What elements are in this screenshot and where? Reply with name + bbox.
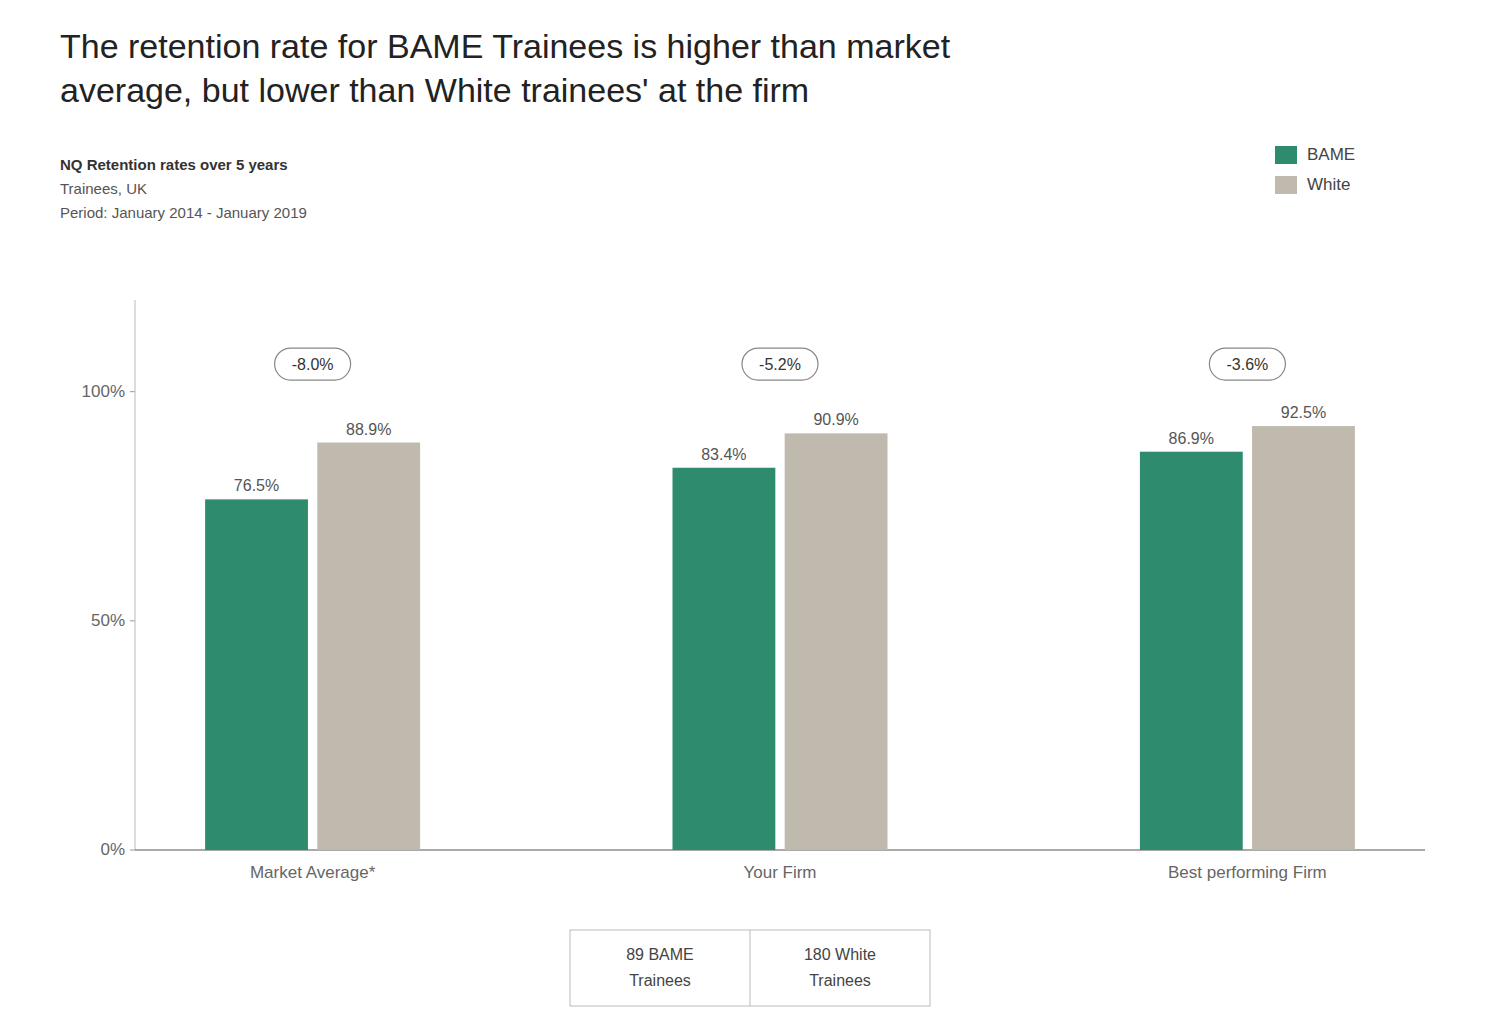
bar bbox=[317, 443, 420, 850]
legend-swatch bbox=[1275, 146, 1297, 164]
data-label: 83.4% bbox=[701, 446, 746, 463]
legend-label: BAME bbox=[1307, 145, 1355, 164]
x-tick-label: Market Average* bbox=[250, 863, 376, 882]
bar bbox=[785, 433, 888, 850]
legend-label: White bbox=[1307, 175, 1350, 194]
legend-swatch bbox=[1275, 176, 1297, 194]
background bbox=[0, 0, 1500, 1031]
y-tick-label: 100% bbox=[82, 382, 125, 401]
gap-label: -3.6% bbox=[1226, 356, 1268, 373]
gap-pill bbox=[742, 348, 818, 380]
subtitle: Period: January 2014 - January 2019 bbox=[60, 204, 307, 221]
gap-pill bbox=[1209, 348, 1285, 380]
chart: The retention rate for BAME Trainees is … bbox=[0, 0, 1500, 1031]
title: average, but lower than White trainees' … bbox=[60, 71, 809, 109]
footer-text: Trainees bbox=[629, 972, 691, 989]
footer-divider bbox=[750, 930, 751, 1006]
bar bbox=[673, 468, 776, 850]
data-labels: 76.5% 83.4% 86.9% 88.9% 90.9% 92.5% bbox=[234, 404, 1326, 494]
gap-annotations: -8.0% -5.2% -3.6% bbox=[275, 348, 1286, 380]
subtitle: Trainees, UK bbox=[60, 180, 147, 197]
y-tick bbox=[130, 850, 135, 851]
data-label: 86.9% bbox=[1169, 430, 1214, 447]
subtitle: NQ Retention rates over 5 years bbox=[60, 156, 288, 173]
footer-box bbox=[570, 930, 930, 1006]
data-label: 90.9% bbox=[813, 411, 858, 428]
legend: BAME White bbox=[1275, 145, 1355, 194]
data-label: 92.5% bbox=[1281, 404, 1326, 421]
x-tick-label: Best performing Firm bbox=[1168, 863, 1327, 882]
footer-text: 89 BAME bbox=[626, 946, 694, 963]
data-label: 88.9% bbox=[346, 421, 391, 438]
x-tick-label: Your Firm bbox=[743, 863, 816, 882]
bar bbox=[1252, 426, 1355, 850]
axes: 0% 50% 100% Market Average* Your Firm Best pe… bbox=[82, 300, 1425, 882]
y-tick-label: 0% bbox=[100, 840, 125, 859]
gap-pill bbox=[275, 348, 351, 380]
bar bbox=[205, 499, 308, 850]
title: The retention rate for BAME Trainees is … bbox=[60, 27, 951, 65]
data-label: 76.5% bbox=[234, 477, 279, 494]
gap-label: -5.2% bbox=[759, 356, 801, 373]
bar bbox=[1140, 452, 1243, 850]
y-tick-label: 50% bbox=[91, 611, 125, 630]
footer-note: 89 BAME Trainees 180 White Trainees bbox=[570, 930, 930, 1006]
y-tick bbox=[130, 391, 135, 392]
gap-label: -8.0% bbox=[292, 356, 334, 373]
footer-text: 180 White bbox=[804, 946, 876, 963]
footer-text: Trainees bbox=[809, 972, 871, 989]
bars bbox=[205, 426, 1355, 850]
y-tick bbox=[130, 620, 135, 621]
y-axis-line bbox=[135, 300, 136, 850]
